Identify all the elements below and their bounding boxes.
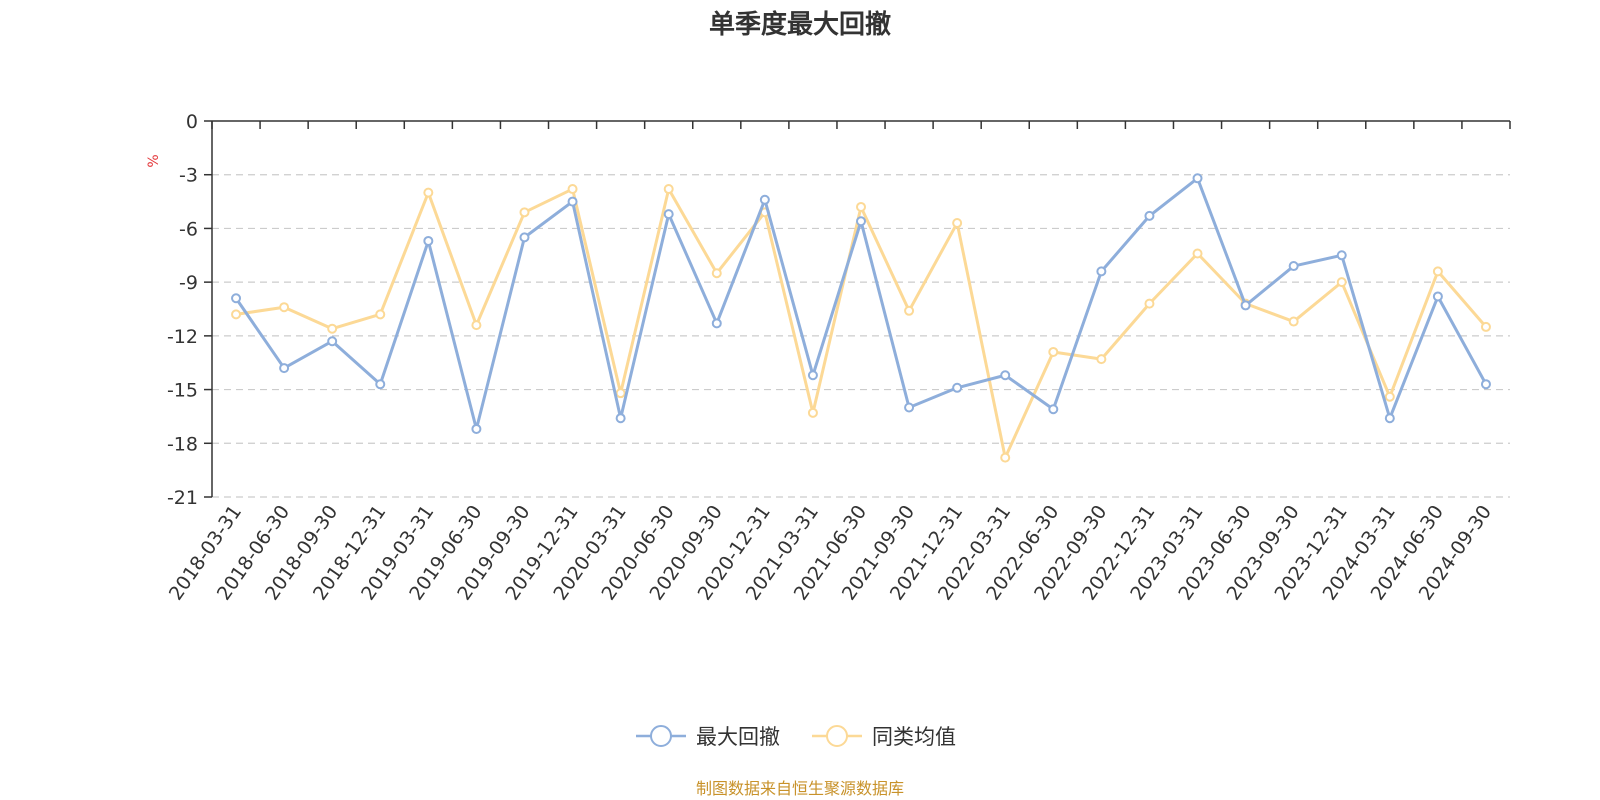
data-point[interactable] xyxy=(1240,300,1251,311)
series-lines xyxy=(231,173,1491,463)
data-point[interactable] xyxy=(231,309,242,320)
data-point[interactable] xyxy=(904,402,915,413)
data-point[interactable] xyxy=(807,370,818,381)
data-point[interactable] xyxy=(279,302,290,313)
data-point[interactable] xyxy=(423,187,434,198)
data-point[interactable] xyxy=(1480,321,1491,332)
data-point[interactable] xyxy=(615,388,626,399)
data-point[interactable] xyxy=(1096,266,1107,277)
series-line xyxy=(234,176,1488,431)
data-point[interactable] xyxy=(663,209,674,220)
legend-label: 同类均值 xyxy=(872,725,956,749)
data-point[interactable] xyxy=(567,184,578,195)
data-point[interactable] xyxy=(519,207,530,218)
data-point[interactable] xyxy=(952,382,963,393)
data-point[interactable] xyxy=(1144,298,1155,309)
data-point[interactable] xyxy=(1336,277,1347,288)
legend-label: 最大回撤 xyxy=(696,725,780,749)
data-point[interactable] xyxy=(1192,248,1203,259)
data-point[interactable] xyxy=(759,194,770,205)
data-point[interactable] xyxy=(663,184,674,195)
data-point[interactable] xyxy=(1288,261,1299,272)
data-point[interactable] xyxy=(1144,210,1155,221)
data-point[interactable] xyxy=(471,423,482,434)
y-tick-label: -12 xyxy=(167,326,198,348)
data-point[interactable] xyxy=(1432,291,1443,302)
y-tick-label: -6 xyxy=(179,218,198,240)
data-point[interactable] xyxy=(519,232,530,243)
data-point[interactable] xyxy=(1048,404,1059,415)
data-point[interactable] xyxy=(807,407,818,418)
data-point[interactable] xyxy=(327,336,338,347)
chart-title: 单季度最大回撤 xyxy=(709,9,891,40)
data-point[interactable] xyxy=(1096,354,1107,365)
data-point[interactable] xyxy=(279,363,290,374)
y-tick-label: -15 xyxy=(167,380,198,402)
y-tick-label: -21 xyxy=(167,487,198,509)
data-point[interactable] xyxy=(375,309,386,320)
legend-item-max-drawdown[interactable]: 最大回撤 xyxy=(636,725,780,749)
legend-marker-icon xyxy=(650,725,672,747)
data-point[interactable] xyxy=(327,323,338,334)
data-point[interactable] xyxy=(231,293,242,304)
y-tick-label: -3 xyxy=(179,165,198,187)
data-point[interactable] xyxy=(711,318,722,329)
y-tick-label: -9 xyxy=(179,272,198,294)
data-point[interactable] xyxy=(904,305,915,316)
data-point[interactable] xyxy=(1000,452,1011,463)
y-tick-label: -18 xyxy=(167,433,198,455)
data-point[interactable] xyxy=(423,235,434,246)
data-point[interactable] xyxy=(1432,266,1443,277)
axes: 0-3-6-9-12-15-18-212018-03-312018-06-302… xyxy=(165,111,1511,604)
y-tick-label: 0 xyxy=(186,111,198,133)
data-point[interactable] xyxy=(615,413,626,424)
series-max-drawdown xyxy=(231,173,1491,434)
data-point[interactable] xyxy=(856,216,866,227)
data-point[interactable] xyxy=(711,268,722,279)
data-point[interactable] xyxy=(375,379,386,390)
data-point[interactable] xyxy=(1480,379,1491,390)
legend-item-peer-average[interactable]: 同类均值 xyxy=(812,725,956,749)
data-point[interactable] xyxy=(952,218,963,229)
data-point[interactable] xyxy=(1384,391,1395,402)
data-point[interactable] xyxy=(1384,413,1395,424)
data-point[interactable] xyxy=(1288,316,1299,327)
data-point[interactable] xyxy=(1336,250,1347,261)
series-line xyxy=(235,187,1488,460)
data-point[interactable] xyxy=(1000,370,1011,381)
y-axis-unit: % xyxy=(146,154,162,167)
grid-lines xyxy=(212,174,1510,498)
data-point[interactable] xyxy=(1192,173,1203,184)
data-point[interactable] xyxy=(471,320,482,331)
data-point[interactable] xyxy=(856,201,866,212)
legend: 最大回撤 同类均值 xyxy=(636,725,956,749)
series-peer-average xyxy=(231,184,1491,463)
legend-marker-icon xyxy=(826,725,848,747)
data-source-note: 制图数据来自恒生聚源数据库 xyxy=(696,779,904,798)
data-point[interactable] xyxy=(567,196,578,207)
data-point[interactable] xyxy=(1048,346,1059,357)
